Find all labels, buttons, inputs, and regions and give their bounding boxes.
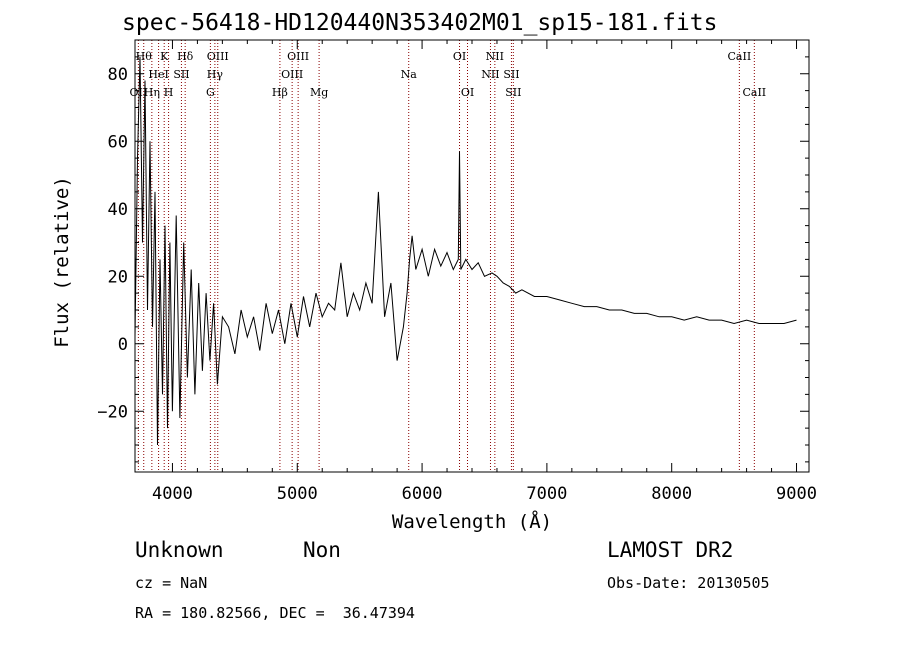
line-marker-label: Mg xyxy=(310,86,328,99)
spectrum-series xyxy=(135,56,797,446)
chart-title: spec-56418-HD120440N353402M01_sp15-181.f… xyxy=(122,10,718,36)
y-tick-label: 20 xyxy=(108,267,128,287)
plot-frame xyxy=(134,39,810,473)
line-marker-label: OII xyxy=(130,86,148,99)
line-marker-label: CaII xyxy=(742,86,766,99)
y-tick-label: −20 xyxy=(97,402,128,422)
x-axis-label: Wavelength (Å) xyxy=(392,510,552,533)
line-marker-label: Hη xyxy=(144,86,160,99)
line-marker-label: OIII xyxy=(207,50,229,63)
x-tick-label: 7000 xyxy=(526,484,567,504)
line-marker-label: OIII xyxy=(287,50,309,63)
line-marker-label: CaII xyxy=(728,50,752,63)
spectrum-line xyxy=(135,56,797,446)
line-marker-label: OI xyxy=(461,86,474,99)
subclass-label: Non xyxy=(303,538,341,562)
line-marker-label: NII xyxy=(481,68,499,81)
line-marker-label: OIII xyxy=(281,68,303,81)
ra-dec-value: RA = 180.82566, DEC = 36.47394 xyxy=(135,604,415,622)
line-marker-label: Hδ xyxy=(177,50,194,63)
obs-date: Obs-Date: 20130505 xyxy=(607,574,770,592)
line-marker-label: OI xyxy=(453,50,466,63)
line-marker-label: H xyxy=(164,86,174,99)
y-axis-label: Flux (relative) xyxy=(51,176,73,348)
x-tick-label: 9000 xyxy=(776,484,817,504)
y-tick-label: 40 xyxy=(108,200,128,220)
line-marker-label: HeI xyxy=(148,68,168,81)
y-tick-label: 0 xyxy=(118,335,128,355)
y-tick-label: 80 xyxy=(108,65,128,85)
line-marker-label: K xyxy=(160,50,169,63)
line-marker-label: SII xyxy=(173,68,189,81)
x-tick-label: 5000 xyxy=(277,484,318,504)
cz-value: cz = NaN xyxy=(135,574,208,592)
line-marker-label: SII xyxy=(503,68,519,81)
survey-label: LAMOST DR2 xyxy=(607,538,734,562)
line-marker-label: Hγ xyxy=(207,68,224,81)
line-marker-label: NII xyxy=(486,50,504,63)
emission-line-markers xyxy=(137,40,755,472)
y-tick-label: 60 xyxy=(108,132,128,152)
line-marker-label: Hβ xyxy=(272,86,288,99)
x-tick-label: 6000 xyxy=(402,484,443,504)
class-label: Unknown xyxy=(135,538,224,562)
line-marker-label: G xyxy=(206,86,215,99)
axis-ticks: 4000 5000 6000 7000 8000 9000 −20 0 20 40 60 80 xyxy=(97,40,817,504)
x-tick-label: 8000 xyxy=(651,484,692,504)
emission-line-labels: OIIHθHηHeIKHSIIHδGHγOIIIHβOIIIOIIIMgNaOI… xyxy=(130,50,767,99)
x-tick-label: 4000 xyxy=(152,484,193,504)
line-marker-label: SII xyxy=(505,86,521,99)
line-marker-label: Na xyxy=(401,68,418,81)
